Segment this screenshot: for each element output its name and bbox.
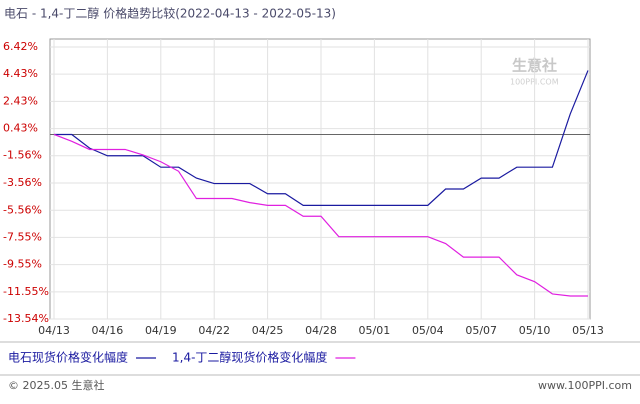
y-tick-label: 0.43%: [3, 122, 38, 135]
x-tick-label: 04/25: [252, 324, 284, 337]
x-tick-label: 04/16: [92, 324, 124, 337]
footer-left: © 2025.05 生意社: [8, 378, 104, 392]
series-line: [54, 70, 589, 206]
chart-title: 电石 - 1,4-丁二醇 价格趋势比较(2022-04-13 - 2022-05…: [4, 6, 336, 21]
x-tick-label: 05/01: [359, 324, 391, 337]
y-tick-label: -3.56%: [3, 176, 42, 189]
y-tick-label: 6.42%: [3, 40, 38, 53]
x-tick-label: 04/19: [145, 324, 177, 337]
y-tick-label: -13.54%: [3, 312, 49, 325]
x-tick-label: 04/13: [38, 324, 70, 337]
legend-label: 1,4-丁二醇现货价格变化幅度: [172, 350, 327, 365]
y-tick-label: -9.55%: [3, 258, 42, 271]
x-tick-label: 04/22: [198, 324, 230, 337]
y-tick-label: 2.43%: [3, 94, 38, 107]
y-tick-label: -5.56%: [3, 203, 42, 216]
y-tick-label: -7.55%: [3, 230, 42, 243]
y-tick-label: 4.43%: [3, 67, 38, 80]
y-tick-label: -1.56%: [3, 149, 42, 162]
x-tick-label: 05/10: [519, 324, 551, 337]
x-tick-label: 05/07: [465, 324, 497, 337]
series-line: [53, 133, 588, 297]
y-tick-label: -11.55%: [3, 285, 49, 298]
x-tick-label: 05/04: [412, 324, 444, 337]
x-tick-label: 04/28: [305, 324, 337, 337]
x-tick-label: 05/13: [572, 324, 604, 337]
footer-right: www.100PPI.com: [538, 379, 632, 392]
legend-label: 电石现货价格变化幅度: [8, 350, 128, 365]
